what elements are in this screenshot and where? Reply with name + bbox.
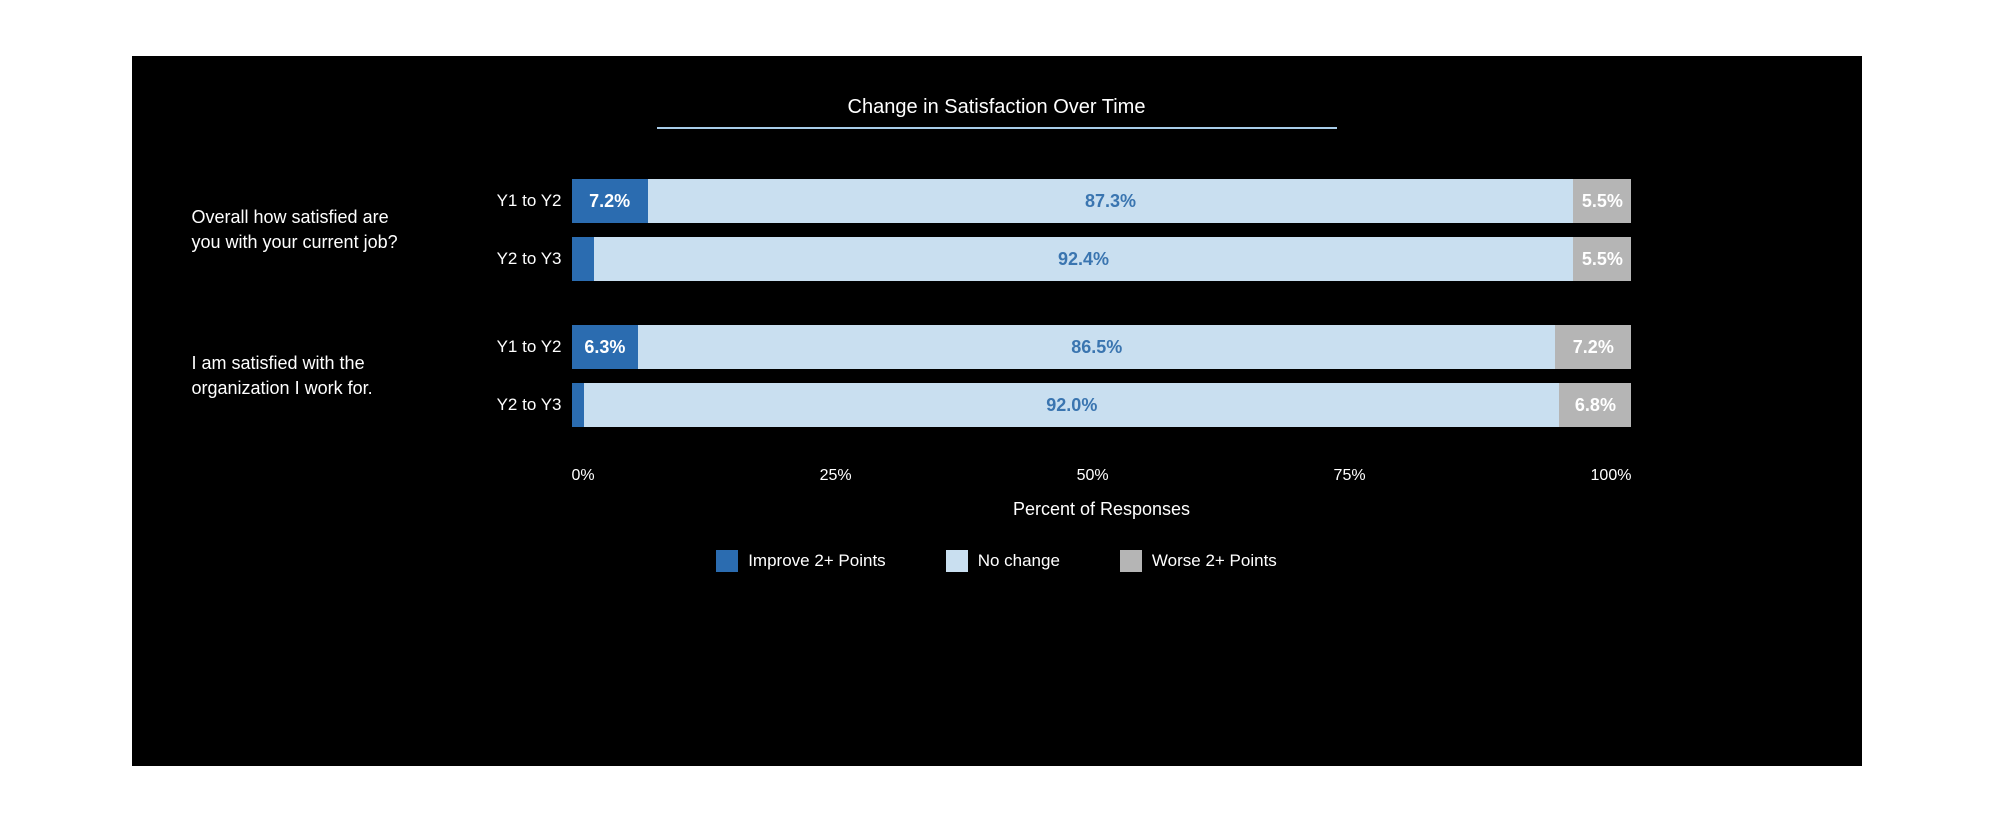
- x-axis-label: Percent of Responses: [572, 499, 1632, 520]
- legend-item: Improve 2+ Points: [716, 550, 886, 572]
- bar-segment: 7.2%: [572, 179, 648, 223]
- x-tick-label: 100%: [1591, 467, 1632, 485]
- bar-segment: 92.4%: [594, 237, 1573, 281]
- x-tick-label: 75%: [1334, 467, 1366, 485]
- legend-item: No change: [946, 550, 1060, 572]
- x-tick-label: 0%: [572, 467, 595, 485]
- chart-container: Change in Satisfaction Over Time Overall…: [132, 56, 1862, 766]
- chart-title: Change in Satisfaction Over Time: [192, 96, 1802, 119]
- chart-group: Overall how satisfied areyou with your c…: [572, 179, 1802, 281]
- group-label: Overall how satisfied areyou with your c…: [192, 205, 542, 255]
- bar-segment: [572, 383, 585, 427]
- x-axis-ticks: 0% 25% 50% 75% 100%: [572, 467, 1632, 485]
- bar-segment: 6.8%: [1559, 383, 1631, 427]
- stacked-bar: 6.3%86.5%7.2%: [572, 325, 1632, 369]
- legend: Improve 2+ Points No change Worse 2+ Point…: [192, 550, 1802, 572]
- x-tick-label: 50%: [1077, 467, 1109, 485]
- row-label: Y2 to Y3: [442, 249, 562, 269]
- legend-swatch: [946, 550, 968, 572]
- legend-item: Worse 2+ Points: [1120, 550, 1277, 572]
- stacked-bar: 7.2%87.3%5.5%: [572, 179, 1632, 223]
- row-label: Y1 to Y2: [442, 191, 562, 211]
- bar-segment: 92.0%: [584, 383, 1559, 427]
- bar-row: Y1 to Y27.2%87.3%5.5%: [572, 179, 1802, 223]
- legend-label: Worse 2+ Points: [1152, 551, 1277, 571]
- chart-group: I am satisfied with theorganization I wo…: [572, 325, 1802, 427]
- bar-row: Y1 to Y26.3%86.5%7.2%: [572, 325, 1802, 369]
- bar-row: Y2 to Y392.4%5.5%: [572, 237, 1802, 281]
- row-label: Y2 to Y3: [442, 395, 562, 415]
- group-label: I am satisfied with theorganization I wo…: [192, 351, 542, 401]
- row-label: Y1 to Y2: [442, 337, 562, 357]
- legend-label: No change: [978, 551, 1060, 571]
- stacked-bar: 92.4%5.5%: [572, 237, 1632, 281]
- bar-segment: 6.3%: [572, 325, 639, 369]
- title-underline: [657, 127, 1337, 129]
- legend-swatch: [1120, 550, 1142, 572]
- bar-segment: 87.3%: [648, 179, 1573, 223]
- bar-row: Y2 to Y392.0%6.8%: [572, 383, 1802, 427]
- bar-segment: 5.5%: [1573, 237, 1631, 281]
- legend-swatch: [716, 550, 738, 572]
- stacked-bar: 92.0%6.8%: [572, 383, 1632, 427]
- x-tick-label: 25%: [820, 467, 852, 485]
- bar-segment: 7.2%: [1555, 325, 1631, 369]
- chart-body: Overall how satisfied areyou with your c…: [192, 179, 1802, 457]
- legend-label: Improve 2+ Points: [748, 551, 886, 571]
- bar-segment: [572, 237, 594, 281]
- bar-segment: 86.5%: [638, 325, 1555, 369]
- bar-segment: 5.5%: [1573, 179, 1631, 223]
